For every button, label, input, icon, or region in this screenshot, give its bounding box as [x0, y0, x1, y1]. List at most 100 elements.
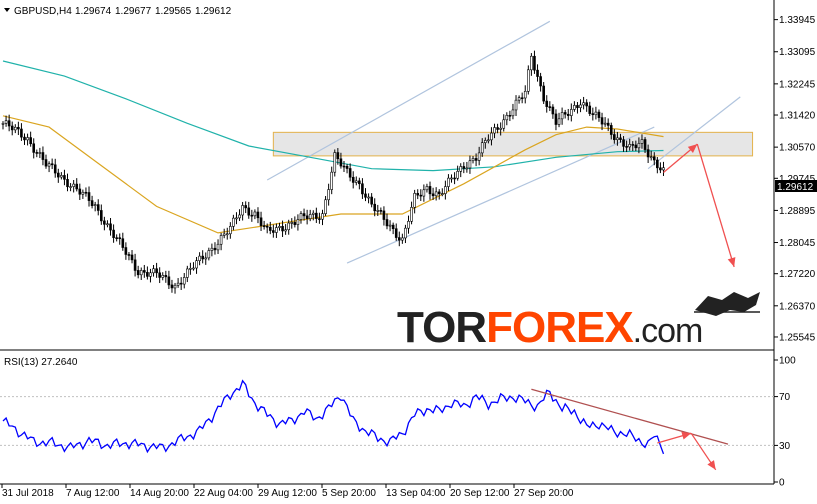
candle-body	[342, 165, 346, 168]
price-tick-label: 1.33095	[779, 47, 816, 58]
candle-body	[437, 191, 441, 195]
rsi-pane[interactable]	[0, 351, 774, 483]
candle-body	[265, 225, 269, 228]
candle-body	[505, 114, 509, 121]
candle-body	[299, 213, 303, 220]
candle-body	[256, 211, 260, 219]
candle-body	[440, 193, 444, 195]
candle-body	[477, 152, 481, 161]
price-pane[interactable]	[0, 0, 774, 350]
candle-body	[84, 191, 88, 194]
rsi-forecast-arrow-1-head	[681, 431, 692, 440]
candle-body	[333, 152, 337, 173]
time-tick-label: 29 Aug 12:00	[258, 488, 317, 499]
candle-body	[262, 225, 266, 227]
candle-body	[579, 104, 582, 108]
candle-body	[109, 223, 112, 231]
candle-body	[407, 220, 410, 229]
candle-body	[216, 243, 220, 251]
candle-body	[275, 227, 278, 233]
candle-body	[100, 210, 103, 222]
watermark-text: TORFOREX.com	[397, 303, 702, 352]
candle-body	[53, 164, 57, 174]
candle-body	[207, 250, 211, 259]
candle-body	[20, 128, 23, 138]
candle-body	[225, 233, 229, 236]
current-price-box	[775, 180, 817, 192]
candle-body	[416, 193, 420, 196]
candle-body	[164, 275, 168, 278]
candle-body	[456, 171, 459, 179]
candle-body	[13, 126, 17, 131]
time-tick-label: 22 Aug 04:00	[194, 488, 253, 499]
chart-symbol: GBPUSD,H4	[14, 6, 72, 17]
bull-bear-shape	[695, 292, 760, 316]
candle-body	[26, 137, 29, 141]
candle-body	[425, 186, 429, 191]
candle-body	[551, 106, 555, 115]
candle-body	[32, 143, 36, 153]
candle-body	[659, 167, 662, 171]
price-tick-label: 1.30570	[779, 143, 816, 154]
candle-body	[517, 97, 521, 101]
price-tick-label: 1.29745	[779, 174, 816, 185]
candle-body	[179, 282, 183, 285]
candles	[1, 50, 665, 294]
candle-body	[523, 90, 527, 99]
candle-body	[124, 247, 128, 255]
candle-body	[656, 159, 659, 169]
time-tick-label: 7 Aug 12:00	[66, 488, 120, 499]
candle-body	[545, 100, 549, 107]
watermark-part-com: .com	[633, 312, 703, 350]
candle-body	[327, 189, 330, 201]
candle-body	[447, 177, 450, 187]
candle-body	[637, 143, 641, 149]
candle-body	[625, 146, 628, 148]
candle-body	[204, 257, 208, 260]
watermark-part-tor: TOR	[397, 303, 486, 352]
candle-body	[419, 194, 423, 197]
candle-body	[66, 179, 69, 188]
candle-body	[631, 144, 635, 146]
candle-body	[354, 180, 358, 183]
candle-body	[311, 212, 315, 215]
candle-body	[554, 113, 558, 125]
chart-close: 1.29612	[195, 6, 232, 17]
candle-body	[563, 112, 567, 115]
candle-body	[136, 270, 140, 276]
candle-body	[336, 152, 340, 160]
candle-body	[112, 229, 115, 238]
candle-body	[576, 105, 579, 108]
candle-body	[388, 224, 392, 227]
time-axis-ticks: 31 Jul 2018 7 Aug 12:00 14 Aug 20:00 22 Aug…	[1, 484, 574, 499]
candle-body	[213, 247, 217, 251]
candle-body	[410, 207, 413, 222]
candle-body	[533, 55, 536, 71]
chart-header-icon	[4, 8, 10, 12]
candle-body	[345, 165, 349, 169]
candle-body	[38, 152, 42, 154]
time-tick-label: 14 Aug 20:00	[130, 488, 189, 499]
candle-body	[480, 142, 484, 154]
candle-body	[649, 156, 653, 159]
chart-high: 1.29677	[115, 6, 152, 17]
rsi-tick-label: 30	[779, 441, 791, 452]
candle-body	[281, 226, 284, 232]
candle-body	[603, 122, 607, 125]
rsi-line	[2, 379, 665, 455]
candle-body	[290, 222, 294, 224]
candle-body	[428, 186, 432, 195]
time-tick-label: 5 Sep 20:00	[322, 488, 376, 499]
rsi-axis-ticks: 100 70 30 0	[774, 356, 796, 489]
candle-body	[35, 152, 39, 154]
candle-body	[268, 226, 272, 231]
time-tick-label: 13 Sep 04:00	[386, 488, 446, 499]
candle-body	[496, 127, 499, 130]
chart-low: 1.29565	[155, 6, 192, 17]
candle-body	[127, 254, 131, 256]
channel-line-upper	[266, 20, 551, 181]
candle-body	[462, 166, 466, 169]
candle-body	[81, 191, 85, 195]
price-tick-label: 1.33945	[779, 15, 816, 26]
candle-body	[210, 247, 214, 251]
